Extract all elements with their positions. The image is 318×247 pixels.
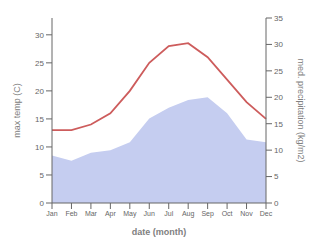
svg-text:date (month): date (month) <box>132 227 187 237</box>
svg-text:15: 15 <box>35 115 44 124</box>
svg-text:30: 30 <box>35 31 44 40</box>
svg-text:Jun: Jun <box>144 210 155 217</box>
svg-text:5: 5 <box>274 172 279 181</box>
svg-text:max temp (C): max temp (C) <box>12 83 22 138</box>
svg-text:Feb: Feb <box>65 210 77 217</box>
svg-text:20: 20 <box>35 87 44 96</box>
svg-text:30: 30 <box>274 40 283 49</box>
svg-text:25: 25 <box>274 67 283 76</box>
svg-text:0: 0 <box>40 199 45 208</box>
svg-text:Aug: Aug <box>182 210 195 218</box>
svg-text:May: May <box>123 210 137 218</box>
svg-text:10: 10 <box>274 146 283 155</box>
svg-text:Dec: Dec <box>260 210 273 217</box>
svg-text:20: 20 <box>274 93 283 102</box>
svg-text:25: 25 <box>35 59 44 68</box>
svg-text:15: 15 <box>274 120 283 129</box>
svg-text:Apr: Apr <box>105 210 117 218</box>
svg-text:35: 35 <box>274 14 283 23</box>
svg-text:Oct: Oct <box>222 210 233 217</box>
svg-text:Nov: Nov <box>240 210 253 217</box>
svg-text:Jul: Jul <box>164 210 173 217</box>
svg-text:Jan: Jan <box>46 210 57 217</box>
svg-text:Mar: Mar <box>85 210 98 217</box>
svg-text:5: 5 <box>40 171 45 180</box>
svg-text:Sep: Sep <box>201 210 214 218</box>
svg-text:0: 0 <box>274 199 279 208</box>
svg-text:10: 10 <box>35 143 44 152</box>
svg-text:med. precipitation (kg/m2): med. precipitation (kg/m2) <box>296 58 306 162</box>
